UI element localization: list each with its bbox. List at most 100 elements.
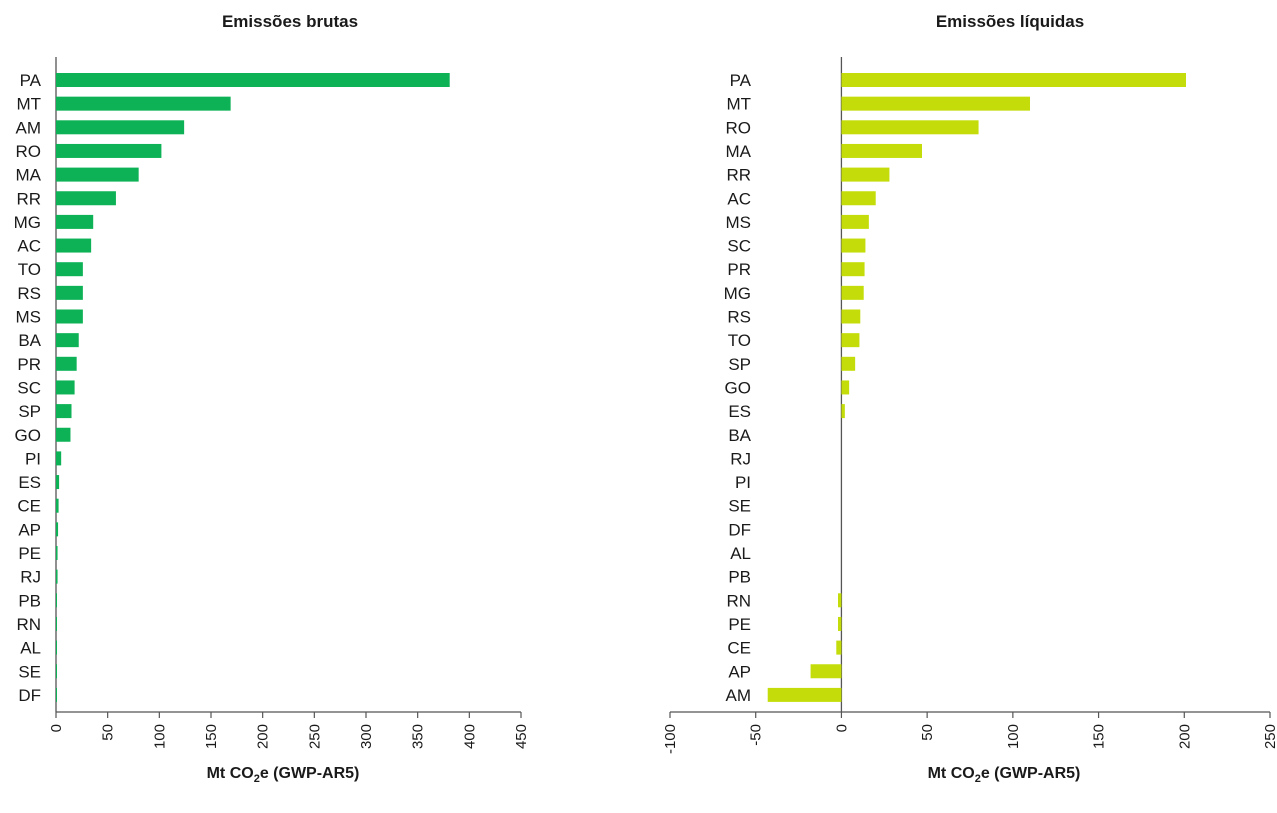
- bar-ac: [841, 191, 876, 206]
- bar-mt: [56, 96, 231, 111]
- bar-am: [767, 687, 842, 702]
- x-tick-label: -50: [748, 724, 765, 746]
- bar-ce: [836, 640, 842, 655]
- bar-rr: [841, 167, 890, 182]
- x-axis-label-net: Mt CO2e (GWP-AR5): [844, 765, 1164, 785]
- x-tick-label: 100: [151, 724, 168, 749]
- bar-pi: [56, 451, 62, 466]
- bar-to: [56, 262, 83, 277]
- bar-sp: [56, 404, 72, 419]
- bar-pa: [56, 73, 450, 87]
- bar-pb: [56, 593, 57, 608]
- bar-ap: [810, 664, 842, 679]
- chart-title-gross: Emissões brutas: [221, 12, 359, 31]
- x-tick-label: 200: [1176, 724, 1193, 749]
- category-label: AM: [726, 686, 752, 705]
- x-axis-label-rest: e (GWP-AR5): [980, 765, 1081, 782]
- category-label: PE: [728, 615, 751, 634]
- category-label: TO: [728, 331, 751, 350]
- x-axis-label-rest: e (GWP-AR5): [259, 765, 360, 782]
- category-label: RJ: [730, 449, 751, 468]
- bar-ms: [841, 214, 869, 229]
- x-tick-label: 250: [1262, 724, 1277, 749]
- x-tick-label: 50: [100, 724, 117, 741]
- bar-rn: [838, 593, 842, 608]
- category-label: RS: [727, 308, 751, 327]
- bar-rj: [56, 569, 58, 584]
- bar-pr: [841, 262, 865, 277]
- bar-mg: [841, 285, 864, 300]
- category-label: SC: [727, 237, 751, 256]
- bar-ro: [841, 120, 979, 135]
- category-label: PE: [18, 544, 41, 563]
- bar-ro: [56, 143, 162, 158]
- x-tick-label: 150: [1091, 724, 1108, 749]
- x-tick-label: 400: [461, 724, 478, 749]
- x-tick-label: 100: [1005, 724, 1022, 749]
- bar-pa: [841, 73, 1186, 87]
- x-tick-label: -100: [662, 724, 679, 754]
- x-axis-label-main: Mt CO: [927, 765, 975, 782]
- x-tick-label: 200: [255, 724, 272, 749]
- x-tick-label: 0: [48, 724, 65, 732]
- category-label: AL: [730, 544, 751, 563]
- bar-pr: [56, 356, 77, 371]
- category-label: AP: [728, 662, 751, 681]
- bar-ba: [56, 333, 79, 348]
- category-label: MT: [16, 95, 41, 114]
- chart-title-net: Emissões líquidas: [935, 12, 1085, 31]
- bar-ac: [56, 238, 92, 253]
- x-tick-label: 150: [203, 724, 220, 749]
- bar-sp: [841, 356, 856, 371]
- category-label: AC: [17, 237, 41, 256]
- bar-mg: [56, 214, 94, 229]
- category-label: MG: [14, 213, 41, 232]
- bar-se: [56, 664, 57, 679]
- category-label: CE: [17, 497, 41, 516]
- category-label: PI: [735, 473, 751, 492]
- bar-rr: [56, 191, 116, 206]
- bar-ma: [841, 143, 922, 158]
- x-axis-label-subscript: 2: [253, 773, 260, 786]
- x-tick-label: 250: [306, 724, 323, 749]
- category-label: GO: [725, 378, 751, 397]
- bar-ma: [56, 167, 139, 182]
- bar-ce: [56, 498, 59, 513]
- bar-es: [56, 475, 60, 490]
- category-label: RR: [726, 166, 751, 185]
- x-tick-label: 350: [410, 724, 427, 749]
- category-label: AL: [20, 639, 41, 658]
- category-label: MS: [726, 213, 752, 232]
- category-label: ES: [18, 473, 41, 492]
- category-label: MA: [16, 166, 42, 185]
- x-tick-label: 50: [919, 724, 936, 741]
- category-label: MA: [726, 142, 752, 161]
- bar-rs: [841, 309, 861, 324]
- category-label: PB: [18, 591, 41, 610]
- category-label: RN: [726, 591, 751, 610]
- x-axis-label-subscript: 2: [974, 773, 981, 786]
- category-label: BA: [18, 331, 41, 350]
- category-label: MS: [16, 308, 42, 327]
- category-label: RJ: [20, 568, 41, 587]
- bar-pe: [838, 616, 842, 631]
- category-label: SE: [728, 497, 751, 516]
- category-label: RO: [16, 142, 42, 161]
- category-label: DF: [18, 686, 41, 705]
- category-label: RR: [16, 189, 41, 208]
- category-label: DF: [728, 520, 751, 539]
- category-label: RS: [17, 284, 41, 303]
- category-label: PA: [730, 71, 752, 90]
- bar-am: [56, 120, 185, 135]
- bar-go: [841, 380, 850, 395]
- x-tick-label: 0: [833, 724, 850, 732]
- category-label: SP: [728, 355, 751, 374]
- category-label: MT: [726, 95, 751, 114]
- bar-rn: [56, 616, 57, 631]
- bar-sc: [56, 380, 75, 395]
- category-label: GO: [15, 426, 41, 445]
- category-label: BA: [728, 426, 751, 445]
- x-axis-label-main: Mt CO: [206, 765, 254, 782]
- category-label: TO: [18, 260, 41, 279]
